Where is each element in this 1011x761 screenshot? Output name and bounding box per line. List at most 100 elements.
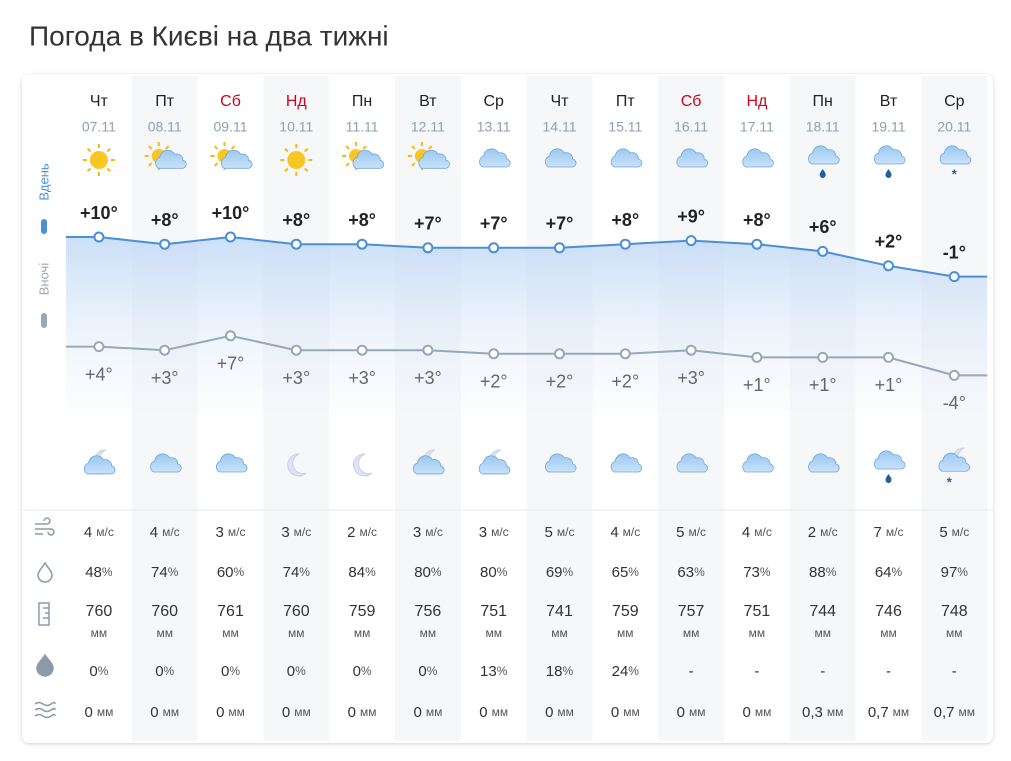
- precip-icon: [34, 701, 56, 719]
- night-temp-label: +4°: [85, 364, 113, 384]
- wind-value: 7 м/с: [874, 524, 904, 541]
- pressure-unit: мм: [288, 626, 305, 640]
- date: 15.11: [608, 119, 642, 135]
- weekday: Пн: [813, 93, 833, 110]
- night-line-point: [356, 344, 368, 356]
- humidity-unit: %: [168, 565, 179, 579]
- sun-ray: [345, 145, 350, 150]
- sun-ray: [213, 145, 219, 150]
- day-temp-label: +9°: [677, 206, 705, 226]
- pressure-value: 759: [612, 603, 639, 620]
- day-line-point: [883, 260, 894, 272]
- night-icon: [808, 453, 840, 473]
- legend-day-marker: [41, 219, 47, 234]
- legend-night: Вночі: [36, 263, 51, 296]
- precip_prob-number: 0: [418, 663, 426, 680]
- wind-number: 3: [479, 524, 487, 541]
- precip_prob-number: 0: [221, 663, 229, 680]
- pressure-value: 744: [809, 603, 836, 620]
- wind-value: 4 м/с: [84, 524, 114, 541]
- weekday: Пт: [616, 93, 636, 110]
- humidity-unit: %: [826, 565, 837, 579]
- snowflake: *: [947, 474, 953, 489]
- weekday: Чт: [551, 93, 570, 110]
- date: 14.11: [543, 119, 577, 135]
- humidity-number: 63: [677, 564, 694, 581]
- wind-unit: м/с: [228, 525, 246, 539]
- precip-unit: мм: [228, 705, 245, 719]
- pressure-unit: мм: [814, 626, 831, 640]
- night-icon: [84, 449, 116, 475]
- precip-number: 0: [677, 704, 685, 721]
- cloud: [808, 145, 840, 165]
- precip-unit: мм: [893, 705, 910, 719]
- wind-number: 4: [150, 524, 158, 541]
- precip_prob-number: -: [820, 663, 825, 680]
- pressure-unit: мм: [946, 626, 963, 640]
- wind-value: 4 м/с: [610, 524, 640, 541]
- sun-ray: [345, 162, 350, 167]
- weekday: Ср: [944, 93, 965, 110]
- night-temp-label: +1°: [875, 375, 903, 395]
- wind-value: 3 м/с: [216, 524, 246, 541]
- night-temp-label: +3°: [348, 368, 376, 388]
- pressure-value: 759: [349, 603, 376, 620]
- night-line-point: [290, 344, 302, 356]
- precip-unit: мм: [827, 705, 844, 719]
- night-line-point: [554, 348, 565, 360]
- humidity-unit: %: [957, 565, 968, 579]
- day-area: [66, 237, 988, 410]
- weekday: Чт: [90, 93, 109, 110]
- cloud: [610, 453, 643, 473]
- precip_prob-value: 0%: [221, 663, 240, 680]
- precip_prob-value: -: [886, 663, 891, 680]
- pressure-value: 741: [546, 603, 573, 620]
- cloud: [150, 453, 182, 473]
- precip-unit: мм: [755, 705, 772, 719]
- day-icon: [676, 148, 708, 168]
- day-icon: [144, 142, 187, 170]
- humidity-number: 48: [85, 564, 102, 581]
- precip_prob-value: 18%: [546, 663, 574, 680]
- precip-number: 0,7: [868, 704, 889, 721]
- humidity-unit: %: [760, 565, 771, 579]
- day-temp-label: +8°: [611, 210, 639, 230]
- precip_prob-value: 0%: [287, 663, 306, 680]
- day-icon: [82, 144, 115, 176]
- precip_prob-value: 0%: [155, 663, 174, 680]
- wind-number: 3: [413, 524, 421, 541]
- pressure-value: 746: [875, 603, 902, 620]
- night-line-point: [619, 348, 631, 360]
- precip-unit: мм: [557, 705, 574, 719]
- humidity-value: 80%: [414, 564, 442, 581]
- wind-unit: м/с: [359, 525, 377, 539]
- wind-number: 4: [84, 524, 92, 541]
- night-icon: *: [938, 447, 972, 489]
- day-icon: [808, 145, 840, 178]
- night-line-point: [883, 351, 894, 363]
- date: 16.11: [674, 119, 708, 135]
- day-line-point: [159, 238, 171, 250]
- day-line-point: [356, 238, 368, 250]
- precip-number: 0: [150, 704, 158, 721]
- humidity-value: 80%: [480, 564, 508, 581]
- humidity-number: 73: [743, 564, 760, 581]
- sun-ray: [213, 162, 219, 167]
- day-icon: [479, 148, 511, 168]
- day-temp-label: +10°: [80, 203, 118, 223]
- precip-number: 0: [479, 704, 487, 721]
- cloud: [676, 148, 708, 168]
- cloud: [742, 148, 774, 168]
- day-line-point: [225, 231, 236, 243]
- precip-value: 0 мм: [150, 704, 179, 721]
- wind-number: 5: [676, 524, 684, 541]
- precip-value: 0 мм: [84, 704, 113, 721]
- wind-value: 5 м/с: [676, 524, 706, 541]
- humidity-value: 74%: [283, 564, 311, 581]
- wind-unit: м/с: [162, 525, 180, 539]
- night-temp-label: +7°: [217, 354, 245, 374]
- precip-value: 0 мм: [677, 704, 706, 721]
- precip-value: 0,7 мм: [868, 704, 909, 721]
- page-title: Погода в Києві на два тижні: [29, 20, 389, 51]
